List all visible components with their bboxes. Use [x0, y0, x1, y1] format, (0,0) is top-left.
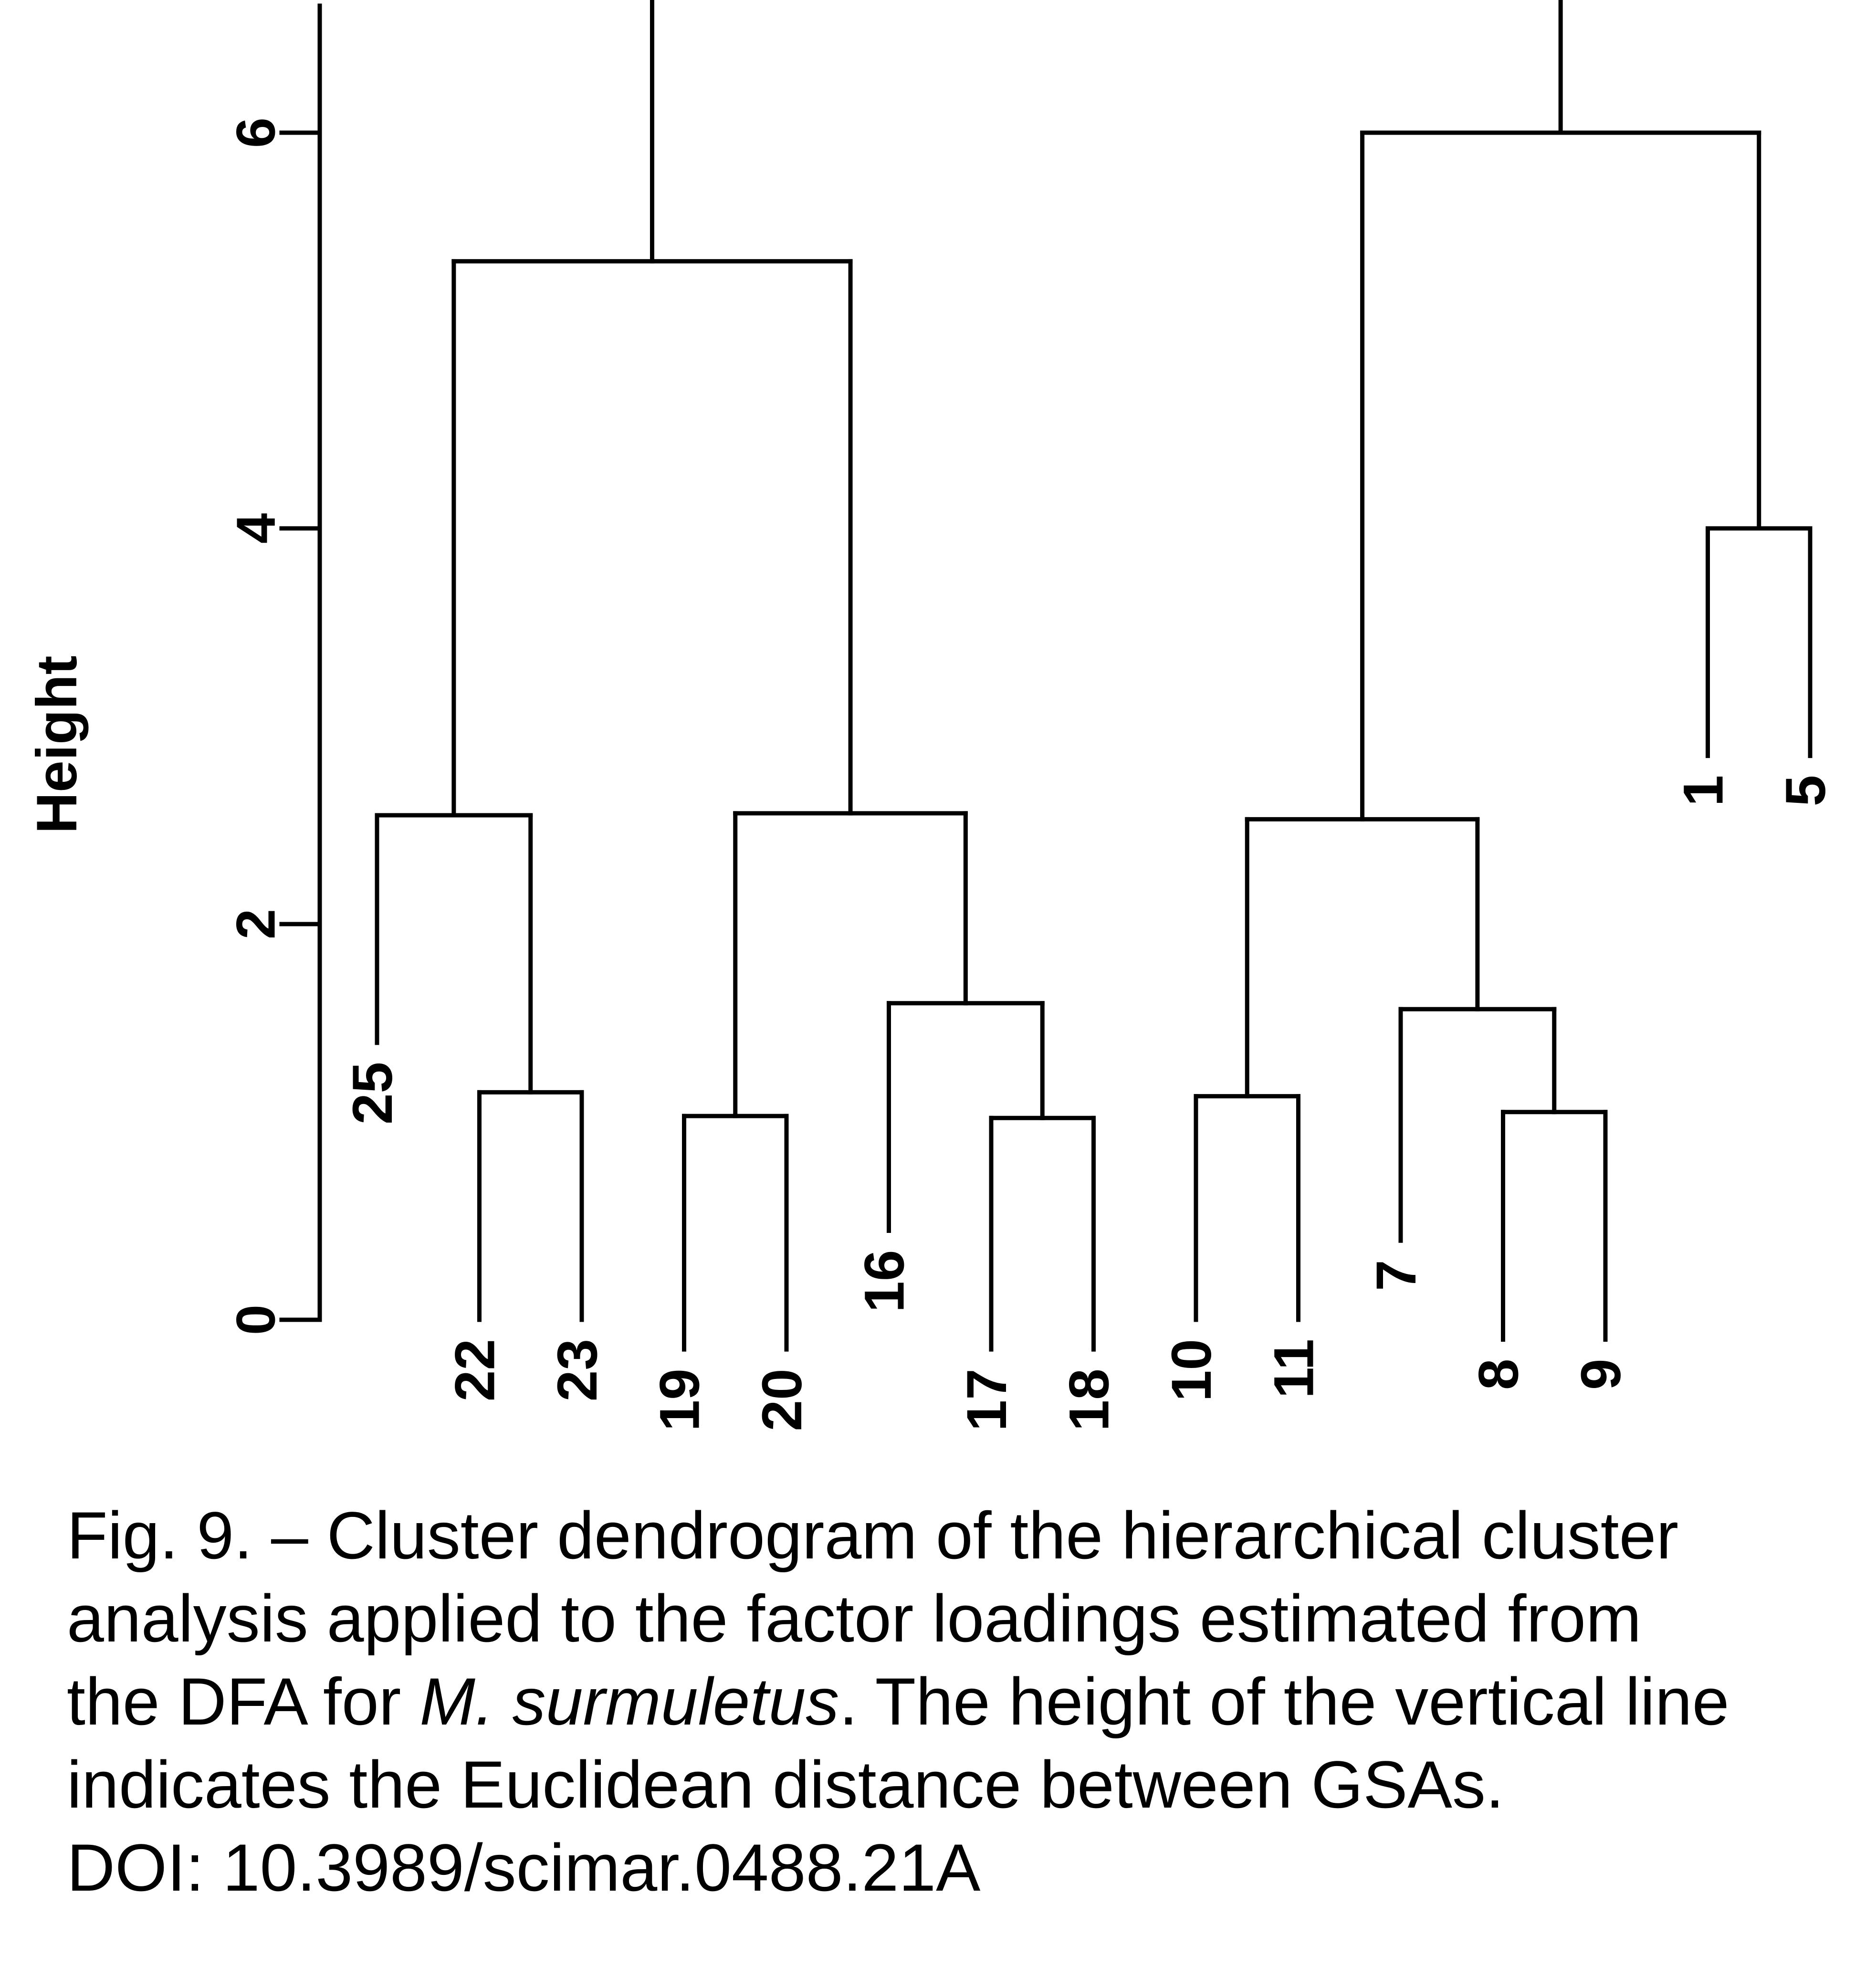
- leaf-label-25: 25: [341, 1062, 404, 1125]
- leaf-label-1: 1: [1672, 775, 1735, 807]
- leaf-label-17: 17: [955, 1368, 1018, 1431]
- leaf-label-11: 11: [1263, 1339, 1326, 1399]
- leaf-label-16: 16: [853, 1250, 916, 1312]
- leaf-label-19: 19: [649, 1368, 712, 1431]
- leaf-label-10: 10: [1160, 1339, 1223, 1401]
- caption-line-3-end: . The height of the vertical line: [839, 1664, 1729, 1739]
- caption-line-1: Fig. 9. – Cluster dendrogram of the hier…: [67, 1498, 1679, 1573]
- leaf-label-20: 20: [751, 1368, 814, 1431]
- figure-caption: Fig. 9. – Cluster dendrogram of the hier…: [67, 1494, 1861, 1909]
- caption-line-3: the DFA for M. surmuletus. The height of…: [67, 1660, 1861, 1743]
- y-axis-label: Height: [25, 655, 89, 833]
- dendrogram-branches: [375, 0, 1813, 1352]
- leaf-label-22: 22: [444, 1339, 507, 1401]
- leaf-label-18: 18: [1058, 1368, 1121, 1431]
- leaf-label-7: 7: [1365, 1260, 1428, 1291]
- leaf-label-9: 9: [1570, 1358, 1633, 1390]
- leaf-label-5: 5: [1774, 775, 1837, 807]
- y-axis: 024681012: [225, 3, 322, 1335]
- caption-line-3-start: the DFA for: [67, 1664, 420, 1739]
- leaf-label-23: 23: [546, 1339, 609, 1401]
- caption-doi: DOI: 10.3989/scimar.0488.21A: [67, 1830, 981, 1905]
- y-tick-label-4: 4: [225, 513, 286, 544]
- y-tick-label-6: 6: [225, 117, 286, 148]
- caption-line-2: analysis applied to the factor loadings …: [67, 1581, 1642, 1656]
- caption-species-name: M. surmuletus: [419, 1664, 839, 1739]
- y-tick-label-0: 0: [225, 1305, 286, 1335]
- leaf-labels: 25 22 23 19 20 16 17 18 10 11 7 8 9 1 5: [341, 775, 1837, 1431]
- leaf-label-8: 8: [1467, 1358, 1530, 1390]
- caption-line-4: indicates the Euclidean distance between…: [67, 1747, 1504, 1822]
- y-tick-label-2: 2: [225, 909, 286, 939]
